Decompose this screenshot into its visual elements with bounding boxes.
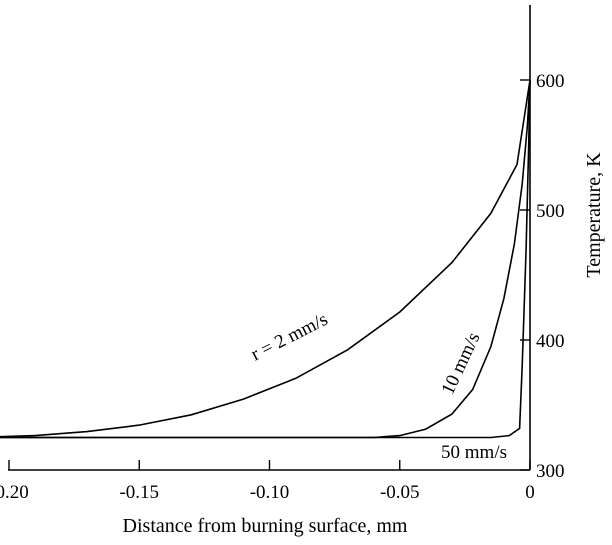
series-line bbox=[0, 79, 531, 438]
x-tick-label: 0 bbox=[525, 482, 535, 503]
y-axis-title: Temperature, K bbox=[583, 152, 605, 278]
curve-labels: r = 2 mm/s 10 mm/s 50 mm/s bbox=[248, 309, 507, 463]
series-label: 10 mm/s bbox=[438, 329, 485, 398]
x-tick-label: -0.15 bbox=[119, 482, 159, 503]
x-axis-ticks: -0.20 -0.15 -0.10 -0.05 0 bbox=[0, 460, 535, 503]
curves bbox=[0, 79, 531, 439]
y-tick-label: 400 bbox=[536, 331, 565, 352]
series-label: r = 2 mm/s bbox=[248, 309, 332, 365]
y-tick-label: 500 bbox=[536, 201, 565, 222]
x-axis-title: Distance from burning surface, mm bbox=[123, 515, 408, 537]
series-label: 50 mm/s bbox=[441, 442, 507, 463]
series-line bbox=[0, 79, 531, 439]
x-tick-label: -0.05 bbox=[380, 482, 420, 503]
y-tick-label: 600 bbox=[536, 71, 565, 92]
y-tick-label: 300 bbox=[536, 461, 565, 482]
y-axis-ticks: 300 400 500 600 bbox=[520, 71, 565, 482]
x-tick-label: -0.10 bbox=[250, 482, 290, 503]
axes bbox=[8, 5, 531, 471]
series-line bbox=[0, 79, 531, 439]
x-tick-label: -0.20 bbox=[0, 482, 29, 503]
